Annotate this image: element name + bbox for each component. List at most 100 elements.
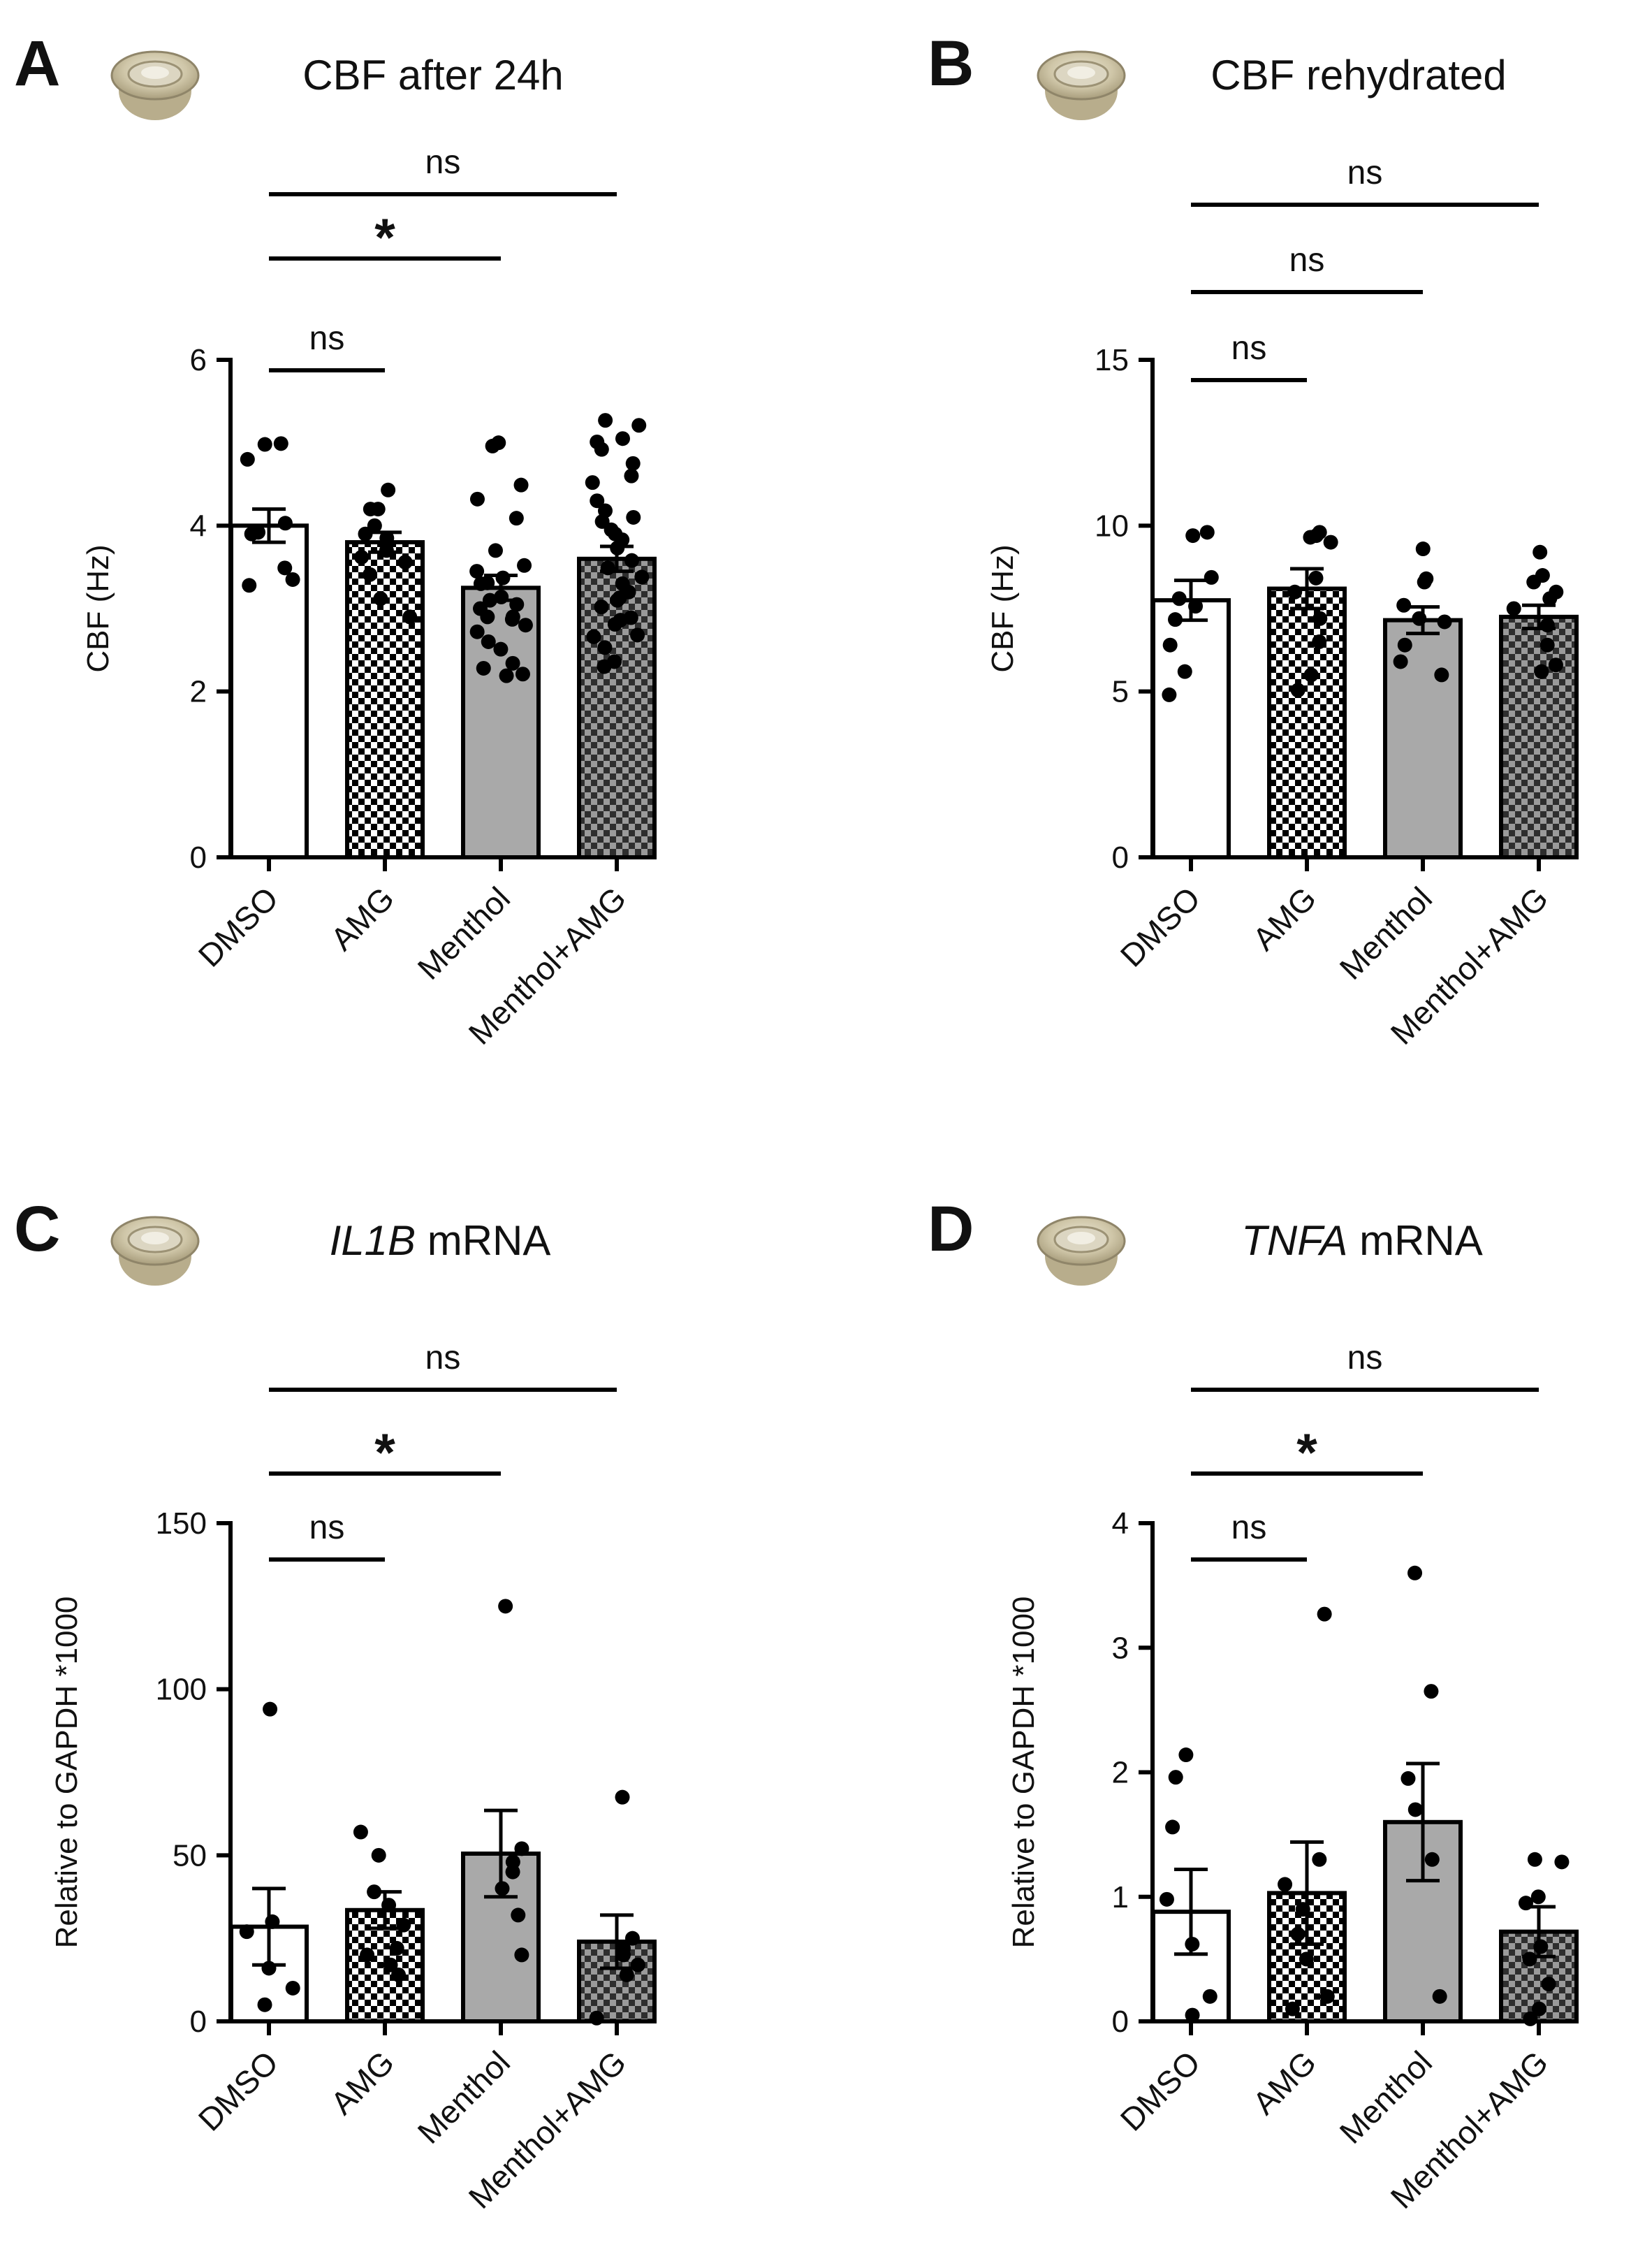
data-point	[1308, 570, 1324, 586]
data-point	[517, 558, 532, 573]
data-point	[257, 1997, 272, 2012]
data-point	[277, 560, 293, 576]
data-point	[251, 525, 266, 540]
transwell-insert-icon	[110, 50, 200, 120]
data-point	[371, 1847, 386, 1863]
data-point	[1185, 528, 1201, 544]
significance-label: *	[374, 208, 395, 268]
data-point	[495, 570, 511, 586]
data-point	[1534, 664, 1549, 679]
x-tick-label-amg: AMG	[323, 2044, 401, 2121]
error-bar	[484, 1808, 518, 1899]
data-point	[1539, 637, 1555, 653]
data-point	[1204, 569, 1219, 585]
data-point	[239, 1924, 254, 1940]
y-tick-label: 0	[1112, 2005, 1129, 2039]
data-point	[594, 442, 609, 457]
error-bar	[252, 507, 286, 544]
error-bar	[600, 544, 634, 574]
data-point	[1532, 2001, 1546, 2016]
data-point	[1407, 1802, 1423, 1817]
data-point	[624, 553, 639, 568]
data-point	[1527, 1852, 1542, 1867]
data-point	[1432, 1989, 1447, 2004]
data-point	[625, 456, 641, 471]
x-tick-label-menthol: Menthol	[1333, 880, 1439, 986]
data-point	[1542, 591, 1558, 606]
y-tick-label: 1	[1112, 1880, 1129, 1914]
data-point	[498, 1599, 513, 1614]
data-point	[1159, 1891, 1174, 1907]
y-axis-label: Relative to GAPDH *1000	[50, 1597, 84, 1949]
transwell-insert-icon	[1037, 50, 1126, 120]
y-tick-label: 0	[190, 841, 207, 875]
error-bar	[1522, 1905, 1556, 1958]
y-tick-label: 100	[156, 1673, 207, 1707]
data-point	[242, 578, 257, 593]
data-point	[1415, 541, 1431, 557]
data-point	[598, 413, 613, 428]
data-point	[396, 1917, 411, 1933]
data-point	[624, 1931, 640, 1946]
data-point	[1526, 574, 1542, 590]
data-point	[1165, 1819, 1180, 1835]
data-point	[590, 493, 605, 509]
data-point	[1407, 1565, 1423, 1580]
bar-amg	[345, 540, 425, 859]
data-point	[619, 1967, 634, 1982]
significance-label: ns	[309, 1509, 345, 1546]
data-point	[597, 640, 613, 655]
data-point	[1506, 601, 1521, 616]
bar-dmso	[1151, 598, 1231, 860]
data-point	[1317, 1606, 1332, 1622]
y-tick-label: 4	[1112, 1506, 1129, 1541]
data-point	[1162, 687, 1177, 702]
panel-letter: D	[928, 1193, 974, 1265]
data-point	[1290, 1926, 1305, 1942]
data-point	[630, 627, 645, 643]
data-point	[383, 1957, 398, 1972]
data-point	[402, 609, 418, 625]
data-point	[1533, 544, 1548, 560]
y-tick-label: 15	[1095, 343, 1129, 377]
data-point	[585, 475, 600, 490]
x-tick-label-dmso: DMSO	[1113, 880, 1207, 973]
significance-label: ns	[425, 144, 461, 181]
significance-label: ns	[1347, 1339, 1383, 1376]
data-point	[488, 543, 503, 558]
data-point	[630, 1957, 645, 1972]
panel-letter: B	[928, 28, 974, 99]
x-tick-label-dmso: DMSO	[191, 2044, 285, 2137]
data-point	[597, 659, 612, 674]
data-point	[626, 509, 641, 525]
error-bar	[1406, 605, 1440, 636]
data-point	[353, 1824, 368, 1840]
data-point	[513, 477, 529, 493]
data-point	[1285, 2001, 1300, 2016]
y-axis-label: Relative to GAPDH *1000	[1007, 1597, 1041, 1949]
data-point	[1171, 591, 1187, 606]
data-point	[1397, 637, 1412, 653]
data-point	[493, 641, 509, 657]
data-point	[285, 1980, 300, 1996]
data-point	[1424, 1684, 1439, 1699]
data-point	[1299, 1951, 1314, 1967]
panel-letter: C	[14, 1193, 60, 1265]
error-bar	[1174, 579, 1208, 623]
data-point	[1290, 683, 1305, 698]
panel-title: CBF rehydrated	[1211, 52, 1507, 99]
data-point	[608, 526, 623, 541]
y-tick-label: 0	[190, 2005, 207, 2039]
data-point	[363, 567, 378, 582]
data-point	[613, 613, 628, 628]
y-tick-label: 50	[173, 1838, 207, 1873]
data-point	[257, 437, 272, 452]
y-tick-label: 2	[1112, 1756, 1129, 1790]
y-tick-label: 4	[190, 509, 207, 543]
error-bar	[1406, 1761, 1440, 1883]
data-point	[514, 1947, 529, 1963]
error-bar	[252, 1887, 286, 1967]
